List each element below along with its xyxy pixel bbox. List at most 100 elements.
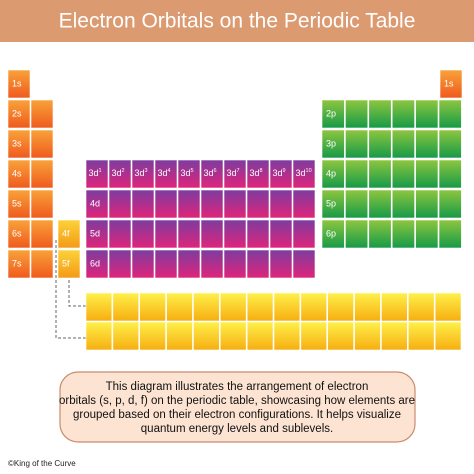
p-cell: [391, 99, 415, 129]
cell-label: 3d2: [112, 168, 125, 178]
d-cell: [292, 189, 316, 219]
title-bar: [0, 0, 474, 42]
p-cell: [321, 99, 345, 129]
d-cell: [292, 249, 316, 279]
cell-label: 5s: [12, 198, 22, 208]
cell-label: 2p: [326, 108, 336, 118]
d-cell: [154, 249, 178, 279]
f-cell: [381, 321, 408, 351]
description-line: grouped based on their electron configur…: [73, 409, 401, 421]
p-cell: [345, 189, 369, 219]
cell-label: 3p: [326, 138, 336, 148]
d-cell: [177, 219, 201, 249]
s-cell: [30, 189, 54, 219]
p-cell: [368, 99, 392, 129]
cell-label: 3s: [12, 138, 22, 148]
f-cell: [85, 292, 113, 322]
cell-label: 3d4: [158, 168, 171, 178]
cell-label: 3d8: [250, 168, 263, 178]
p-cell: [321, 189, 345, 219]
p-cell: [415, 189, 439, 219]
d-cell: [131, 189, 155, 219]
d-cell: [177, 189, 201, 219]
f-cell: [407, 321, 435, 351]
description-line: This diagram illustrates the arrangement…: [106, 381, 369, 393]
label-base: 3d: [273, 168, 283, 178]
f-cell: [300, 321, 328, 351]
d-cell: [223, 219, 247, 249]
cell-label: 4p: [326, 168, 336, 178]
cell-label: 1s: [12, 78, 22, 88]
label-sup: 1: [99, 168, 102, 174]
d-cell: [177, 159, 201, 189]
cell-label: 7s: [12, 258, 22, 268]
d-cell: [131, 219, 155, 249]
description-line: orbitals (s, p, d, f) on the periodic ta…: [59, 395, 415, 407]
s-cell: [30, 159, 54, 189]
p-cell: [438, 129, 462, 159]
label-sup: 8: [260, 168, 263, 174]
p-cell: [438, 219, 462, 249]
f-label-cell: [57, 249, 81, 279]
cell-label: 4f: [62, 228, 70, 238]
d-cell: [154, 219, 178, 249]
label-base: 3d: [112, 168, 122, 178]
s-cell: [30, 129, 54, 159]
label-base: 3d: [89, 168, 99, 178]
d-cell: [154, 189, 178, 219]
p-cell: [391, 219, 415, 249]
cell-label: 5d: [90, 228, 100, 238]
f-connector: [55, 240, 86, 339]
d-cell: [85, 189, 109, 219]
cell-label: 6s: [12, 228, 22, 238]
d-cell: [269, 159, 293, 189]
f-cell: [219, 321, 247, 351]
d-cell: [85, 159, 109, 189]
p-cell: [415, 219, 439, 249]
p-cell: [415, 159, 439, 189]
d-cell: [108, 189, 132, 219]
d-cell: [246, 159, 270, 189]
description-line: quantum energy levels and sublevels.: [141, 423, 333, 435]
label-base: 3d: [296, 168, 306, 178]
f-cell: [166, 292, 193, 322]
s-cell: [30, 219, 54, 249]
d-cell: [200, 159, 224, 189]
d-cell: [269, 249, 293, 279]
label-base: 3d: [158, 168, 168, 178]
d-cell: [292, 219, 316, 249]
cell-label: 6p: [326, 228, 336, 238]
f-cell: [327, 321, 354, 351]
f-cell: [112, 292, 140, 322]
d-cell: [154, 159, 178, 189]
f-cell: [246, 321, 274, 351]
p-cell: [321, 159, 345, 189]
label-base: 3d: [204, 168, 214, 178]
f-cell: [85, 321, 113, 351]
d-cell: [246, 189, 270, 219]
f-cell: [219, 292, 247, 322]
p-cell: [438, 99, 462, 129]
s-cell: [7, 249, 31, 279]
p-cell: [345, 159, 369, 189]
cell-label: 6d: [90, 258, 100, 268]
f-cell: [434, 321, 462, 351]
f-cell: [139, 292, 166, 322]
label-sup: 7: [237, 168, 240, 174]
cell-label: 3d7: [227, 168, 240, 178]
s-cell: [30, 249, 54, 279]
p-cell: [368, 159, 392, 189]
cell-label: 5f: [62, 258, 70, 268]
p-cell: [368, 129, 392, 159]
f-cell: [300, 292, 328, 322]
d-cell: [292, 159, 316, 189]
p-cell: [321, 129, 345, 159]
d-cell: [131, 249, 155, 279]
cell-label: 3d5: [181, 168, 194, 178]
d-cell: [200, 249, 224, 279]
label-base: 3d: [250, 168, 260, 178]
f-cell: [193, 321, 220, 351]
cell-label: 3d6: [204, 168, 217, 178]
d-cell: [223, 189, 247, 219]
f-cell: [112, 321, 140, 351]
